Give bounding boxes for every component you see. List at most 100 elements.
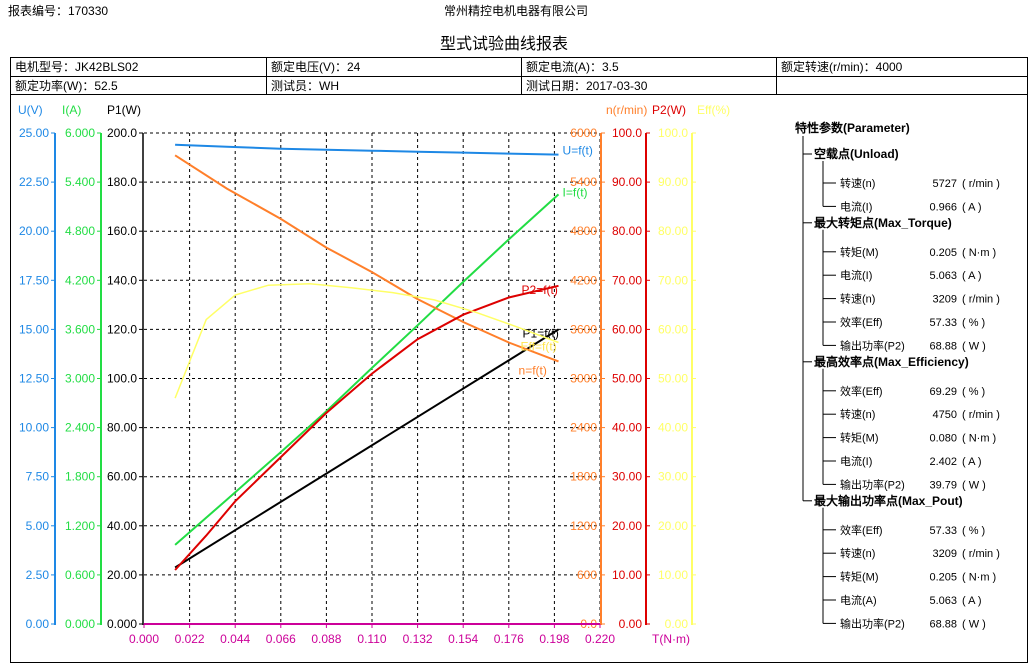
report-title: 型式试验曲线报表	[440, 36, 569, 53]
chart-frame	[10, 95, 1028, 663]
series-line-n	[174, 154, 559, 363]
tick-label-Eff: 70.00	[658, 273, 688, 287]
tick-label-U: 22.50	[19, 175, 49, 189]
tick-label-Eff: 60.00	[658, 322, 688, 336]
info-rated-power: 额定功率(W)：52.5	[11, 76, 267, 94]
series-label-I: I=f(t)	[563, 185, 588, 199]
tick-label-U: 7.50	[26, 470, 50, 484]
tick-label-U: 25.00	[19, 126, 49, 140]
tick-label-P1: 0.000	[107, 617, 137, 631]
tick-label-P1: 200.0	[107, 126, 137, 140]
tick-label-I: 4.200	[65, 273, 95, 287]
tick-label-I: 2.400	[65, 421, 95, 435]
company-name: 常州精控电机电器有限公司	[444, 4, 589, 18]
tick-label-P2: 20.00	[612, 519, 642, 533]
tick-label-n: 600	[577, 568, 597, 582]
tick-label-U: 2.50	[26, 568, 50, 582]
series-line-I	[174, 193, 560, 546]
series-label-Eff: Eff=f(t)	[521, 340, 557, 354]
x-tick-label: 0.110	[357, 632, 386, 646]
x-tick-label: 0.198	[539, 632, 569, 646]
info-test-date: 测试日期：2017-03-30	[522, 76, 777, 94]
tick-label-P1: 140.0	[107, 273, 137, 287]
x-tick-label: 0.000	[129, 632, 159, 646]
tick-label-n: 1200	[570, 519, 597, 533]
tick-label-P1: 40.00	[107, 519, 137, 533]
tick-label-Eff: 50.00	[658, 372, 688, 386]
series-label-n: n=f(t)	[519, 363, 547, 377]
tick-label-I: 4.800	[65, 224, 95, 238]
tick-label-n: 5400	[570, 175, 597, 189]
info-rated-voltage: 额定电压(V)：24	[267, 58, 522, 76]
axis-label-P1: P1(W)	[107, 103, 141, 117]
axis-label-I: I(A)	[62, 103, 81, 117]
info-tester: 测试员：WH	[267, 76, 522, 94]
x-tick-label: 0.066	[266, 632, 296, 646]
tick-label-P1: 160.0	[107, 224, 137, 238]
tick-label-U: 17.50	[19, 273, 49, 287]
tick-label-n: 3000	[570, 372, 597, 386]
tick-label-P2: 40.00	[612, 421, 642, 435]
tick-label-I: 3.000	[65, 372, 95, 386]
info-rated-current: 额定电流(A)：3.5	[522, 58, 777, 76]
tick-label-I: 5.400	[65, 175, 95, 189]
motor-info-table: 电机型号：JK42BLS02 额定电压(V)：24 额定电流(A)：3.5 额定…	[10, 57, 1028, 95]
series-label-P1: P1=f(t)	[523, 326, 559, 340]
x-tick-label: 0.088	[311, 632, 341, 646]
tick-label-I: 1.200	[65, 519, 95, 533]
tick-label-U: 0.00	[26, 617, 50, 631]
axis-label-Eff: Eff(%)	[697, 103, 730, 117]
tick-label-Eff: 20.00	[658, 519, 688, 533]
tick-label-n: 1800	[570, 470, 597, 484]
tick-label-I: 0.600	[65, 568, 95, 582]
tick-label-P1: 120.0	[107, 322, 137, 336]
x-tick-label: 0.154	[448, 632, 478, 646]
info-rated-speed: 额定转速(r/min)：4000	[781, 60, 903, 74]
report-number: 报表编号：170330	[8, 4, 109, 18]
tick-label-U: 15.00	[19, 322, 49, 336]
series-line-U	[175, 143, 559, 156]
tick-label-Eff: 100.0	[658, 126, 688, 140]
tick-label-P1: 100.0	[107, 372, 137, 386]
info-motor-model: 电机型号：JK42BLS02	[11, 58, 267, 76]
x-tick-label: 0.220	[585, 632, 615, 646]
tick-label-I: 3.600	[65, 322, 95, 336]
tick-label-Eff: 0.00	[665, 617, 689, 631]
tick-label-n: 6000	[570, 126, 597, 140]
tick-label-P2: 90.00	[612, 175, 642, 189]
tick-label-Eff: 10.00	[658, 568, 688, 582]
axis-label-n: n(r/min)	[606, 103, 647, 117]
x-tick-label: 0.044	[220, 632, 250, 646]
tick-label-U: 5.00	[26, 519, 50, 533]
info-empty	[777, 76, 1027, 94]
tick-label-P2: 60.00	[612, 322, 642, 336]
tick-label-P2: 0.00	[619, 617, 643, 631]
tick-label-n: 4800	[570, 224, 597, 238]
series-line-Eff	[174, 283, 559, 399]
tick-label-P1: 20.00	[107, 568, 137, 582]
x-tick-label: 0.022	[175, 632, 205, 646]
tick-label-P2: 100.0	[612, 126, 642, 140]
axis-label-P2: P2(W)	[652, 103, 686, 117]
axis-label-U: U(V)	[18, 103, 43, 117]
tick-label-n: 4200	[570, 273, 597, 287]
tick-label-I: 6.000	[65, 126, 95, 140]
tick-label-U: 20.00	[19, 224, 49, 238]
tick-label-P2: 80.00	[612, 224, 642, 238]
x-tick-label: 0.132	[403, 632, 433, 646]
x-tick-label: 0.176	[494, 632, 524, 646]
tick-label-P2: 50.00	[612, 372, 642, 386]
series-label-P2: P2=f(t)	[522, 283, 558, 297]
tick-label-I: 1.800	[65, 470, 95, 484]
tick-label-Eff: 30.00	[658, 470, 688, 484]
tick-label-P1: 180.0	[107, 175, 137, 189]
series-label-U: U=f(t)	[563, 144, 593, 158]
tick-label-I: 0.000	[65, 617, 95, 631]
tick-label-Eff: 90.00	[658, 175, 688, 189]
tick-label-P1: 80.00	[107, 421, 137, 435]
tick-label-U: 12.50	[19, 372, 49, 386]
series-line-P1	[174, 328, 560, 569]
tick-label-U: 10.00	[19, 421, 49, 435]
tick-label-P2: 10.00	[612, 568, 642, 582]
